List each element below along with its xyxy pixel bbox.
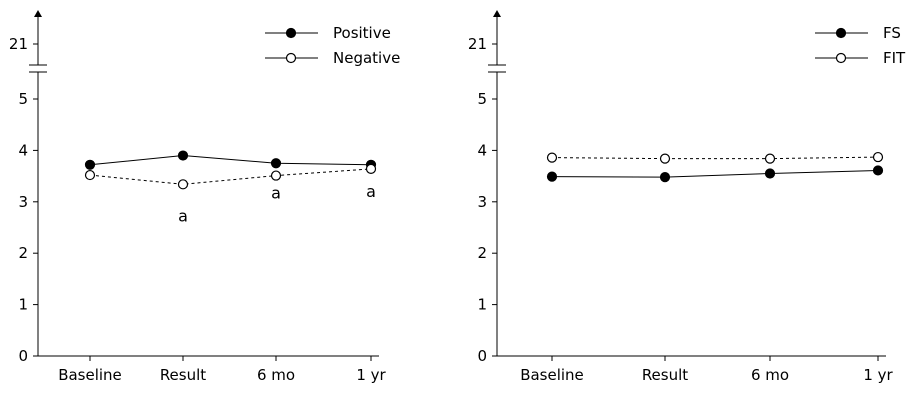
series-line-positive [89,155,372,166]
y-tick-label: 2 [477,244,487,262]
annotation-label: a [178,206,188,225]
x-tick-label: Baseline [520,366,584,384]
legend-marker [285,52,297,64]
series-line-negative [89,168,372,185]
y-tick-label: 4 [477,141,487,159]
data-point-fs [764,168,776,179]
data-point-positive [270,158,282,169]
data-point-fit [872,151,884,163]
y-axis-arrow [34,10,42,17]
legend-label: FIT [883,49,906,67]
y-tick-label: 3 [477,193,487,211]
data-point-fit [546,152,558,163]
legend-marker [285,27,297,39]
series-line-fs [551,169,879,178]
legend-marker [835,27,847,39]
data-point-negative [84,169,96,181]
x-tick-label: 1 yr [356,366,386,384]
data-point-fit [659,153,671,164]
y-tick-label: 5 [18,90,28,108]
data-point-positive [84,159,96,170]
chart-panel-2: 0 1 2 3 4 5 21 Baseline Result 6 mo 1 yr FS FIT [468,10,906,384]
legend-label: Negative [333,49,400,67]
x-tick-label: 6 mo [751,366,789,384]
y-tick-label: 0 [18,347,28,365]
y-tick-label: 2 [18,244,28,262]
y-tick-label: 21 [468,35,487,53]
chart-panel-1: 0 1 2 3 4 5 21 Baseline Result 6 mo 1 yr Positive Ne… [9,10,400,384]
legend-label: FS [883,24,901,42]
annotation-label: a [271,184,281,203]
y-tick-label: 1 [477,296,487,314]
series-line-fit [551,156,879,160]
y-tick-label: 0 [477,347,487,365]
annotation-label: a [366,182,376,201]
legend-marker [835,52,847,64]
data-point-fit [764,153,776,164]
x-tick-label: Result [642,366,688,384]
y-tick-label: 21 [9,35,28,53]
y-axis-arrow [493,10,501,17]
x-tick-label: 1 yr [863,366,893,384]
data-point-fs [659,172,671,183]
y-tick-label: 5 [477,90,487,108]
y-tick-label: 1 [18,296,28,314]
data-point-fs [872,165,884,176]
data-point-negative [177,179,189,190]
x-tick-label: Result [160,366,206,384]
legend-label: Positive [333,24,391,42]
y-tick-label: 3 [18,193,28,211]
data-point-fs [546,171,558,182]
data-point-negative [365,163,377,175]
y-tick-label: 4 [18,141,28,159]
data-point-positive [177,150,189,161]
x-tick-label: 6 mo [257,366,295,384]
data-point-negative [270,170,282,181]
x-tick-label: Baseline [58,366,122,384]
